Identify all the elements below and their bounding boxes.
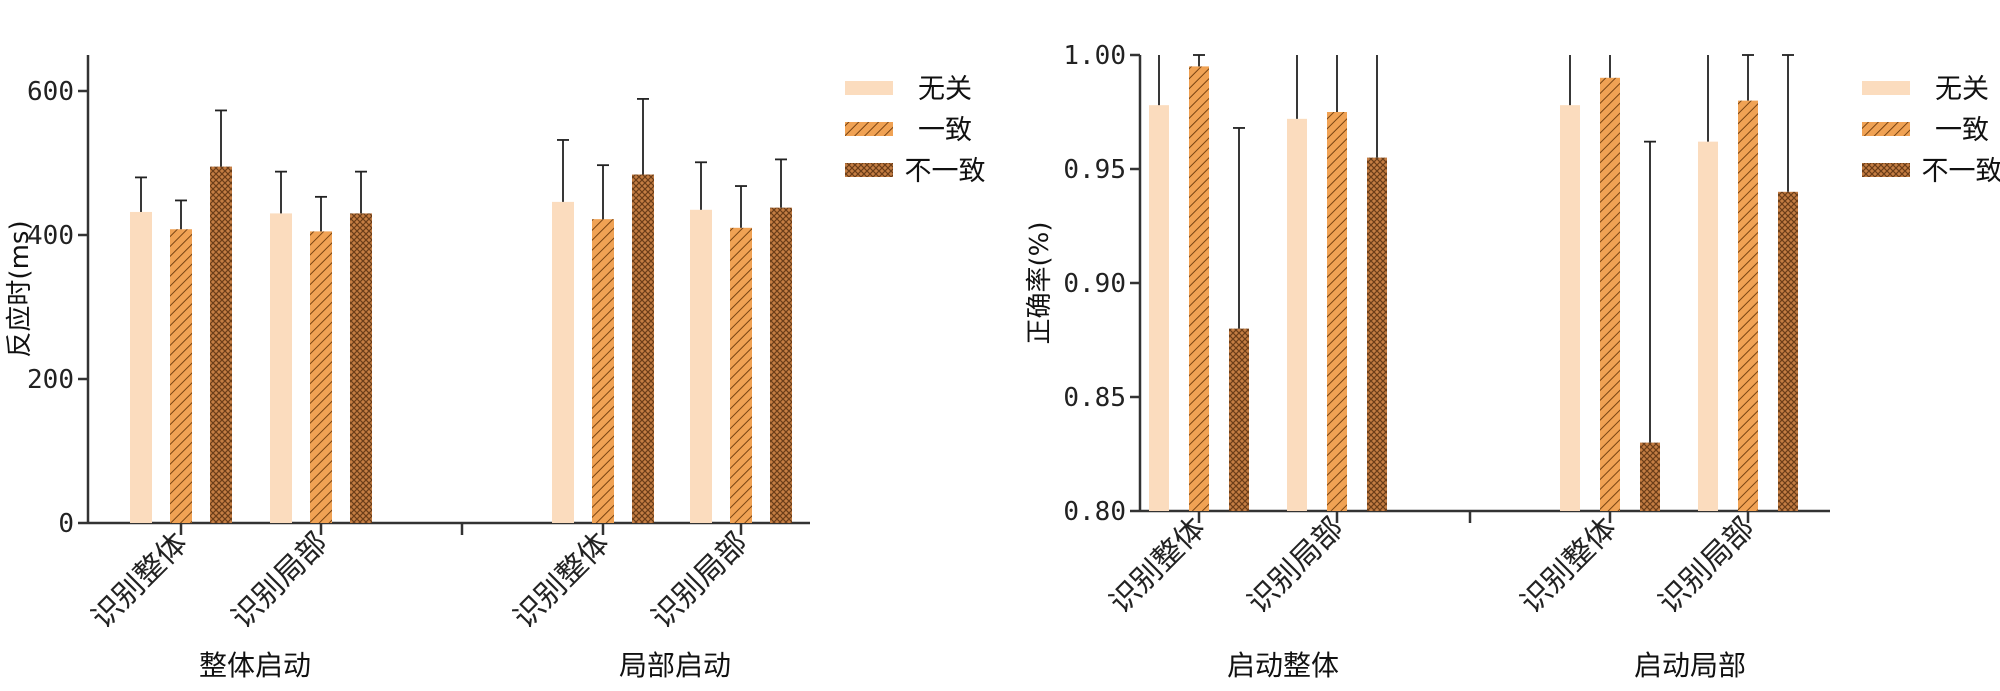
- bar-inconsistent: [1640, 442, 1660, 511]
- x-category-label: 识别局部: [1652, 511, 1762, 621]
- y-tick-label: 1.00: [1063, 41, 1126, 71]
- bar-inconsistent: [632, 174, 654, 523]
- bar-consistent: [310, 231, 332, 523]
- legend-swatch: [845, 81, 893, 95]
- group-label: 整体启动: [199, 649, 311, 682]
- bar-consistent: [1327, 112, 1347, 511]
- bar-inconsistent: [1229, 328, 1249, 511]
- legend-swatch: [845, 122, 893, 136]
- bar-inconsistent: [1778, 191, 1798, 512]
- bar-consistent: [170, 229, 192, 524]
- group-label: 启动整体: [1227, 649, 1339, 682]
- bar-inconsistent: [350, 213, 372, 523]
- bar-unrelated: [552, 201, 574, 523]
- legend-label: 无关: [918, 74, 972, 105]
- legend-swatch: [1862, 81, 1910, 95]
- bar-unrelated: [1698, 141, 1718, 511]
- bar-unrelated: [130, 211, 152, 523]
- legend-label: 一致: [918, 115, 972, 146]
- bar-inconsistent: [770, 207, 792, 523]
- y-axis-title: 正确率(%): [1025, 222, 1055, 345]
- bar-unrelated: [270, 213, 292, 523]
- bar-consistent: [592, 219, 614, 523]
- y-tick-label: 0: [58, 509, 74, 539]
- group-label: 局部启动: [619, 649, 731, 682]
- bar-inconsistent: [210, 166, 232, 523]
- y-tick-label: 0.95: [1063, 155, 1126, 185]
- y-tick-label: 0.85: [1063, 383, 1126, 413]
- group-label: 启动局部: [1634, 649, 1746, 682]
- x-category-label: 识别局部: [225, 526, 335, 636]
- bar-inconsistent: [1367, 157, 1387, 511]
- y-axis-title: 反应时(ms): [5, 220, 35, 357]
- bar-unrelated: [1149, 105, 1169, 511]
- y-tick-label: 600: [27, 77, 74, 107]
- x-category-label: 识别整体: [507, 526, 617, 636]
- bar-consistent: [1189, 66, 1209, 512]
- y-tick-label: 0.80: [1063, 497, 1126, 527]
- y-tick-label: 0.90: [1063, 269, 1126, 299]
- bar-consistent: [730, 227, 752, 524]
- legend-swatch: [1862, 163, 1910, 177]
- legend-swatch: [1862, 122, 1910, 136]
- y-tick-label: 400: [27, 221, 74, 251]
- legend-label: 一致: [1935, 115, 1989, 146]
- bar-unrelated: [690, 209, 712, 524]
- legend-label: 不一致: [905, 156, 986, 187]
- y-tick-label: 200: [27, 365, 74, 395]
- legend-label: 无关: [1935, 74, 1989, 105]
- bar-unrelated: [1560, 105, 1580, 511]
- x-category-label: 识别整体: [1103, 511, 1213, 621]
- bar-unrelated: [1287, 118, 1307, 511]
- bar-consistent: [1600, 77, 1620, 512]
- bar-consistent: [1738, 100, 1758, 511]
- legend-label: 不一致: [1922, 156, 2000, 187]
- x-category-label: 识别整体: [1514, 511, 1624, 621]
- x-category-label: 识别局部: [645, 526, 755, 636]
- x-category-label: 识别整体: [85, 526, 195, 636]
- x-category-label: 识别局部: [1241, 511, 1351, 621]
- legend-swatch: [845, 163, 893, 177]
